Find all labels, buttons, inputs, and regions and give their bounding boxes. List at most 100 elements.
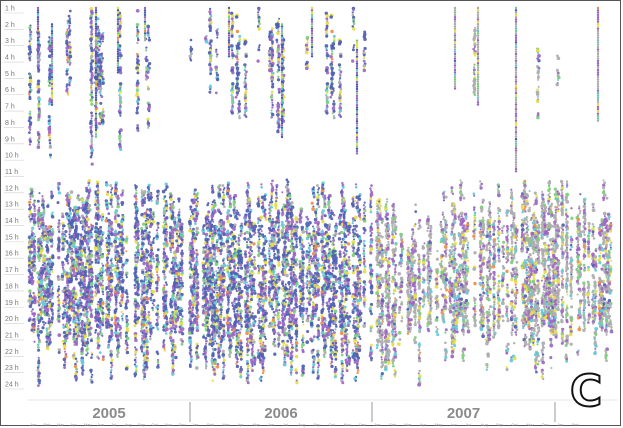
activity-dot xyxy=(244,77,247,80)
activity-dot xyxy=(100,95,104,99)
activity-dot xyxy=(164,302,167,305)
activity-dot xyxy=(89,299,94,304)
activity-dot xyxy=(84,302,89,307)
activity-dot xyxy=(30,282,34,286)
activity-dot xyxy=(118,137,122,141)
activity-dot xyxy=(275,306,278,310)
activity-dot xyxy=(100,238,104,243)
activity-dot xyxy=(243,78,247,82)
activity-dot xyxy=(162,256,165,260)
activity-dot xyxy=(41,199,45,203)
activity-dot xyxy=(41,326,45,330)
activity-dot xyxy=(173,258,177,262)
activity-dot xyxy=(237,46,241,50)
activity-dot xyxy=(155,262,160,267)
activity-dot xyxy=(234,319,238,324)
activity-dot xyxy=(101,40,104,43)
activity-dot xyxy=(68,43,71,46)
activity-dot xyxy=(135,189,138,192)
activity-dot xyxy=(67,326,70,329)
activity-dot xyxy=(96,196,100,199)
activity-dot xyxy=(66,191,70,195)
activity-dot xyxy=(83,283,86,286)
hour-tick-label: 2 h xyxy=(5,22,15,29)
activity-dot xyxy=(180,286,183,290)
activity-dot xyxy=(86,196,90,200)
activity-dot xyxy=(133,226,137,230)
activity-dot xyxy=(33,207,36,210)
activity-dot xyxy=(142,273,145,276)
activity-dot xyxy=(237,329,240,332)
activity-dot xyxy=(76,237,80,240)
activity-dot xyxy=(31,308,34,311)
activity-dot xyxy=(276,113,280,117)
activity-dot xyxy=(269,95,274,99)
activity-dot xyxy=(257,46,261,49)
activity-dot xyxy=(98,279,101,282)
activity-dot xyxy=(206,237,210,241)
activity-dot xyxy=(37,142,41,146)
activity-dot xyxy=(114,298,118,302)
activity-dot xyxy=(240,325,243,328)
activity-dot xyxy=(245,265,250,270)
activity-dot xyxy=(206,240,209,244)
activity-dot xyxy=(100,276,104,280)
activity-dot xyxy=(90,351,93,355)
activity-dot xyxy=(142,342,146,345)
activity-dot xyxy=(194,222,197,225)
activity-dot xyxy=(149,218,152,221)
activity-dot xyxy=(118,111,122,115)
activity-dot xyxy=(280,223,285,227)
activity-dot xyxy=(173,253,177,257)
activity-dot xyxy=(47,269,51,274)
activity-dot xyxy=(48,326,51,329)
activity-dot xyxy=(72,337,76,341)
activity-dot xyxy=(27,93,31,96)
activity-dot xyxy=(113,310,117,315)
activity-dot xyxy=(40,282,44,285)
hour-tick-label: 12 h xyxy=(5,185,19,192)
activity-dot xyxy=(65,72,69,76)
activity-dot xyxy=(75,360,79,363)
activity-dot xyxy=(213,203,217,207)
activity-dot xyxy=(76,309,80,314)
activity-dot xyxy=(72,271,76,274)
activity-dot xyxy=(28,213,32,217)
activity-dot xyxy=(215,50,218,54)
activity-dot xyxy=(152,236,156,240)
activity-dot xyxy=(276,337,281,342)
activity-dot xyxy=(62,363,67,367)
activity-dot xyxy=(222,191,225,194)
activity-dot xyxy=(156,273,159,276)
activity-dot xyxy=(164,182,168,186)
activity-dot xyxy=(49,298,52,301)
activity-dot xyxy=(272,310,276,314)
activity-dot xyxy=(191,331,194,335)
activity-dot xyxy=(218,289,221,292)
activity-dot xyxy=(72,303,76,307)
activity-dot xyxy=(48,36,51,39)
activity-dot xyxy=(235,289,238,293)
activity-dot xyxy=(29,212,32,215)
activity-dot xyxy=(227,304,230,308)
activity-dot xyxy=(29,37,33,41)
activity-dot xyxy=(119,336,123,340)
activity-dot xyxy=(191,298,194,301)
activity-dot xyxy=(217,318,220,321)
activity-dot xyxy=(229,319,233,322)
activity-dot xyxy=(177,276,181,280)
activity-dot xyxy=(259,228,262,231)
activity-dot xyxy=(80,351,84,356)
activity-dot xyxy=(162,270,166,274)
activity-dot xyxy=(256,197,260,201)
activity-dot xyxy=(36,145,41,150)
activity-dot xyxy=(259,215,264,220)
activity-dot xyxy=(201,284,205,287)
activity-dot xyxy=(262,302,266,305)
activity-dot xyxy=(278,309,281,312)
activity-dot xyxy=(237,261,241,265)
activity-dot xyxy=(107,340,111,344)
activity-dot xyxy=(273,321,277,324)
activity-dot xyxy=(244,283,247,286)
activity-dot xyxy=(30,229,34,233)
